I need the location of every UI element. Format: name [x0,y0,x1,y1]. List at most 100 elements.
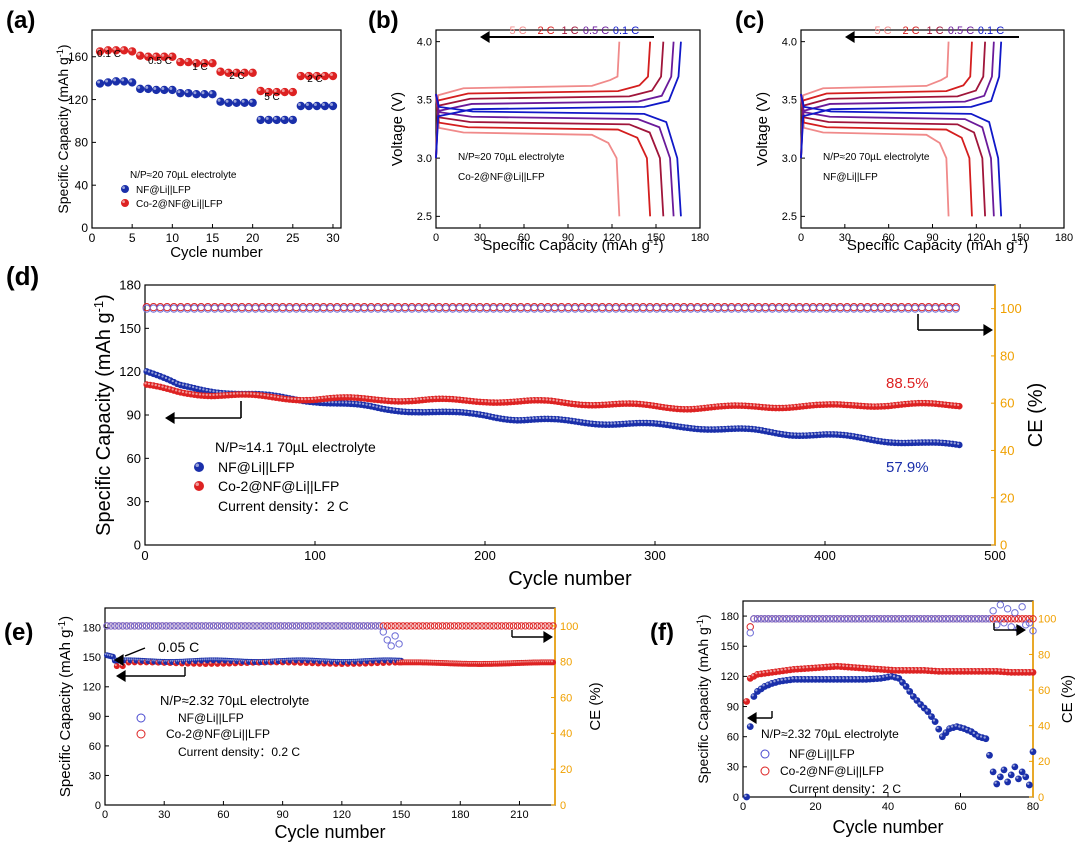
y-tick-label: 30 [127,494,141,509]
e-ce-blue [284,622,293,630]
f-point-red-shine [1012,669,1015,673]
f-point-blue-shine [823,677,827,680]
f-point-blue [935,725,943,733]
e-ce-blue [336,622,344,630]
d-point-red-shine [389,398,392,402]
f-point-red-shine [758,671,762,674]
a-point-blue [240,98,249,107]
d-point-blue-shine [606,422,610,425]
f-ce-blue [953,615,961,623]
f-point-blue-shine [903,684,907,687]
x-tick-label: 90 [562,232,574,244]
d-point-red-shine [851,403,854,406]
f-point-red-shine [889,667,892,671]
x-tick-label: 100 [304,548,326,563]
y-tick-label: 2.5 [782,211,797,223]
d-point-blue-shine [892,440,895,443]
a-point-blue-shine [297,103,301,106]
a-point-blue-shine [321,103,325,106]
f-point-blue-shine [994,781,997,784]
f-point-blue [1004,778,1012,786]
d-point-blue-shine [851,434,854,437]
panel-b-charge-curve [435,41,682,159]
d-point-red-shine [273,395,276,398]
d-point-blue-shine [157,373,161,377]
a-point-red-body [176,57,185,67]
panel-c-charge-curve [800,41,1003,159]
d-point-red-shine [953,403,956,406]
panel-c-xlabel-base: Specific Capacity (mAh g [847,237,1015,254]
f-ce-blue [949,615,957,623]
e-ce-blue [166,622,174,630]
a-point-blue-shine [225,99,229,103]
y-tick-label: 60 [89,741,101,753]
f-ce-blue [782,615,791,623]
d-point-red-shine [841,402,844,405]
a-legend-red-shine [122,200,125,204]
d-point-blue-shine [341,401,344,404]
a-point-blue-shine [313,103,317,106]
d-point-red-shine [946,402,950,406]
f-ce-blue [913,615,921,623]
a-point-blue [168,85,177,95]
d-point-blue-shine [667,423,671,426]
y-tick-label: 120 [68,93,88,107]
d-point-blue-shine [457,409,460,413]
a-point-red [224,68,233,78]
x-tick-label: 60 [217,809,229,821]
a-point-blue-shine [233,99,237,103]
d-point-red-shine [399,399,402,402]
d-point-red-shine [667,405,671,409]
e-point-red-body [113,663,120,670]
y2-tick-label: 80 [1038,649,1050,661]
d-point-blue-shine [334,401,338,404]
a-point-blue [103,78,113,87]
d-point-red-shine [837,402,841,405]
a-point-blue-body [312,101,322,111]
d-point-blue-shine [382,406,385,410]
d-legend-red-shine [195,482,199,486]
f-point-red-shine [856,665,859,668]
f-ce-blue [764,615,773,623]
a-point-red-shine [233,69,237,73]
e-ce-blue [194,622,202,630]
d-point-red-shine [899,402,902,405]
d-point-blue-shine [871,437,875,441]
y-tick-label: 80 [75,136,89,150]
f-point-red-shine [994,668,997,672]
d-point-red-shine [582,402,586,406]
f-ce-blue [786,615,794,623]
f-ce-blue [779,615,787,623]
a-point-blue-shine [153,86,157,90]
f-ce-blue [851,615,860,623]
f-point-blue-shine [784,678,787,681]
e-point-red-shine [203,661,206,664]
panel-d-label: (d) [6,261,39,291]
d-point-blue-shine [419,409,423,413]
d-point-red-shine [824,402,827,405]
a-point-red-shine [201,60,205,64]
f-point-blue [982,735,990,743]
d-point-blue-shine [739,426,742,429]
d-point-blue-shine [766,429,769,432]
f-point-red-shine [863,665,867,669]
f-point-blue [750,693,758,700]
y2-tick-label: 0 [1000,538,1007,553]
e-ce-red [454,622,462,630]
d-point-red-shine [576,402,579,405]
a-xlabel: Cycle number [170,244,263,261]
x-tick-label: 10 [166,231,180,245]
d-point-blue-shine [596,422,599,425]
f-point-blue-shine [983,736,986,739]
a-point-blue [224,98,233,107]
f-ce-blue [1003,605,1012,613]
d-point-blue-shine [521,417,525,421]
d-point-red-shine [338,395,341,398]
e-ce-blue [241,622,249,630]
f-ce-blue [945,615,954,623]
d-point-blue-shine [644,420,647,424]
d-point-red-shine [708,404,712,408]
f-point-blue-shine [979,735,983,738]
f-ce-blue [1022,621,1030,629]
f-ylabel: Specific Capacity (mAh g-1) [695,614,711,783]
